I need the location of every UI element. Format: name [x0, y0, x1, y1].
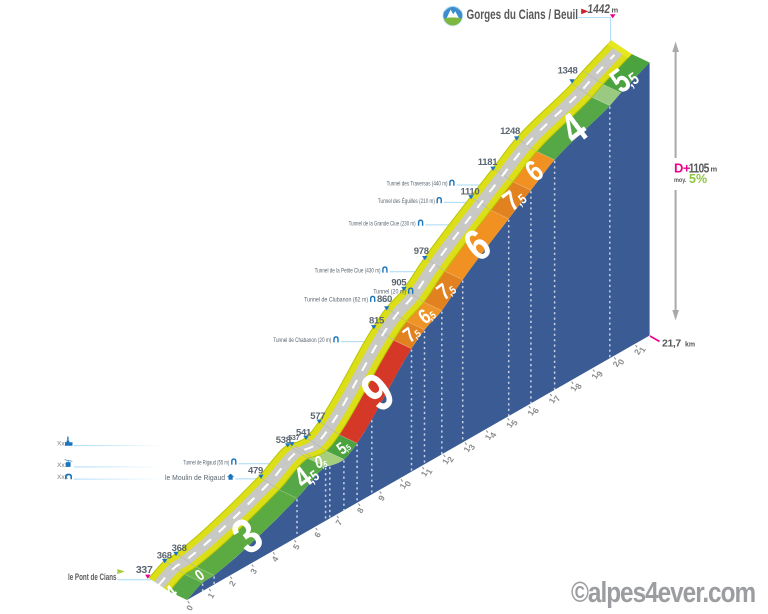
- svg-text:21,7: 21,7: [662, 338, 681, 350]
- svg-text:1: 1: [637, 345, 648, 354]
- svg-text:le Moulin de Rigaud: le Moulin de Rigaud: [165, 473, 225, 482]
- svg-text:1181: 1181: [478, 157, 498, 168]
- svg-text:1: 1: [589, 371, 600, 380]
- svg-text:km: km: [685, 342, 695, 349]
- svg-text:Tunnel de la Petite Clue (430: Tunnel de la Petite Clue (430 m): [315, 267, 381, 274]
- svg-text:0: 0: [402, 479, 413, 488]
- svg-text:1: 1: [440, 457, 451, 466]
- svg-text:4: 4: [487, 430, 498, 439]
- svg-text:1: 1: [419, 469, 430, 478]
- svg-text:,5: ,5: [321, 459, 329, 470]
- svg-text:337: 337: [136, 564, 153, 576]
- svg-text:860: 860: [377, 294, 392, 305]
- svg-text:7: 7: [333, 518, 344, 527]
- svg-text:©alpes4ever.com: ©alpes4ever.com: [571, 577, 755, 608]
- svg-text:538: 538: [276, 435, 291, 446]
- svg-text:7: 7: [551, 394, 562, 403]
- svg-text:Xxx: Xxx: [57, 462, 69, 469]
- svg-text:0: 0: [184, 603, 195, 612]
- svg-text:m: m: [711, 165, 718, 174]
- svg-text:1: 1: [568, 384, 579, 393]
- svg-text:9: 9: [376, 493, 387, 502]
- svg-text:Tunnel des Traversas (440 m): Tunnel des Traversas (440 m): [387, 181, 448, 188]
- svg-text:5: 5: [509, 418, 520, 427]
- svg-text:2: 2: [632, 347, 643, 356]
- svg-text:6: 6: [530, 406, 541, 415]
- svg-text:2: 2: [610, 359, 621, 368]
- svg-text:368: 368: [157, 550, 172, 561]
- svg-text:Gorges du Cians / Beuil: Gorges du Cians / Beuil: [467, 7, 579, 22]
- svg-text:1: 1: [525, 408, 536, 417]
- svg-text:6: 6: [312, 530, 323, 539]
- svg-text:577: 577: [310, 411, 325, 422]
- svg-text:4: 4: [269, 554, 280, 563]
- svg-text:moy.: moy.: [674, 177, 687, 184]
- svg-text:5%: 5%: [689, 172, 707, 186]
- svg-text:8: 8: [355, 506, 366, 515]
- svg-text:3: 3: [248, 566, 259, 575]
- svg-text:8: 8: [573, 381, 584, 390]
- svg-text:479: 479: [248, 466, 263, 477]
- svg-text:Tunnel de Rigaud (55 m): Tunnel de Rigaud (55 m): [183, 459, 229, 466]
- svg-text:D+: D+: [674, 161, 691, 176]
- svg-text:Xxx: Xxx: [57, 441, 69, 448]
- svg-text:541: 541: [296, 428, 312, 439]
- svg-text:le Pont de Cians: le Pont de Cians: [68, 572, 117, 582]
- svg-text:Tunnel de la Grande Clue (230: Tunnel de la Grande Clue (230 m): [349, 221, 416, 228]
- svg-text:1: 1: [461, 445, 472, 454]
- svg-text:1: 1: [546, 396, 557, 405]
- svg-text:978: 978: [414, 246, 429, 257]
- svg-text:537: 537: [288, 433, 299, 442]
- svg-text:,5: ,5: [343, 442, 354, 454]
- svg-text:Tunnel (20 m): Tunnel (20 m): [373, 289, 406, 296]
- svg-text:Xxx: Xxx: [57, 474, 69, 481]
- svg-text:1442: 1442: [587, 2, 611, 16]
- svg-text:Tunnel de Chabanon (20 m): Tunnel de Chabanon (20 m): [273, 337, 331, 344]
- svg-text:2: 2: [227, 579, 238, 588]
- svg-text:1348: 1348: [558, 66, 578, 77]
- svg-text:1: 1: [423, 467, 434, 476]
- svg-text:1105: 1105: [689, 162, 710, 176]
- svg-text:Tunnel des Éguilles (210 m): Tunnel des Éguilles (210 m): [378, 196, 435, 205]
- svg-text:1: 1: [205, 591, 216, 600]
- svg-text:905: 905: [391, 278, 407, 289]
- svg-text:815: 815: [369, 316, 385, 327]
- svg-text:Tunnel de Clubanon (62 m): Tunnel de Clubanon (62 m): [304, 297, 368, 304]
- svg-text:1: 1: [397, 481, 408, 490]
- svg-text:2: 2: [445, 455, 456, 464]
- svg-text:5: 5: [291, 542, 302, 551]
- svg-text:1: 1: [504, 420, 515, 429]
- svg-text:1110: 1110: [461, 187, 480, 198]
- svg-text:3: 3: [466, 442, 477, 451]
- svg-text:m: m: [612, 6, 619, 15]
- svg-text:0: 0: [313, 453, 324, 473]
- svg-text:1248: 1248: [500, 126, 520, 137]
- svg-text:9: 9: [594, 369, 605, 378]
- svg-text:1: 1: [483, 432, 494, 441]
- svg-text:0: 0: [615, 357, 626, 366]
- svg-text:368: 368: [172, 543, 187, 554]
